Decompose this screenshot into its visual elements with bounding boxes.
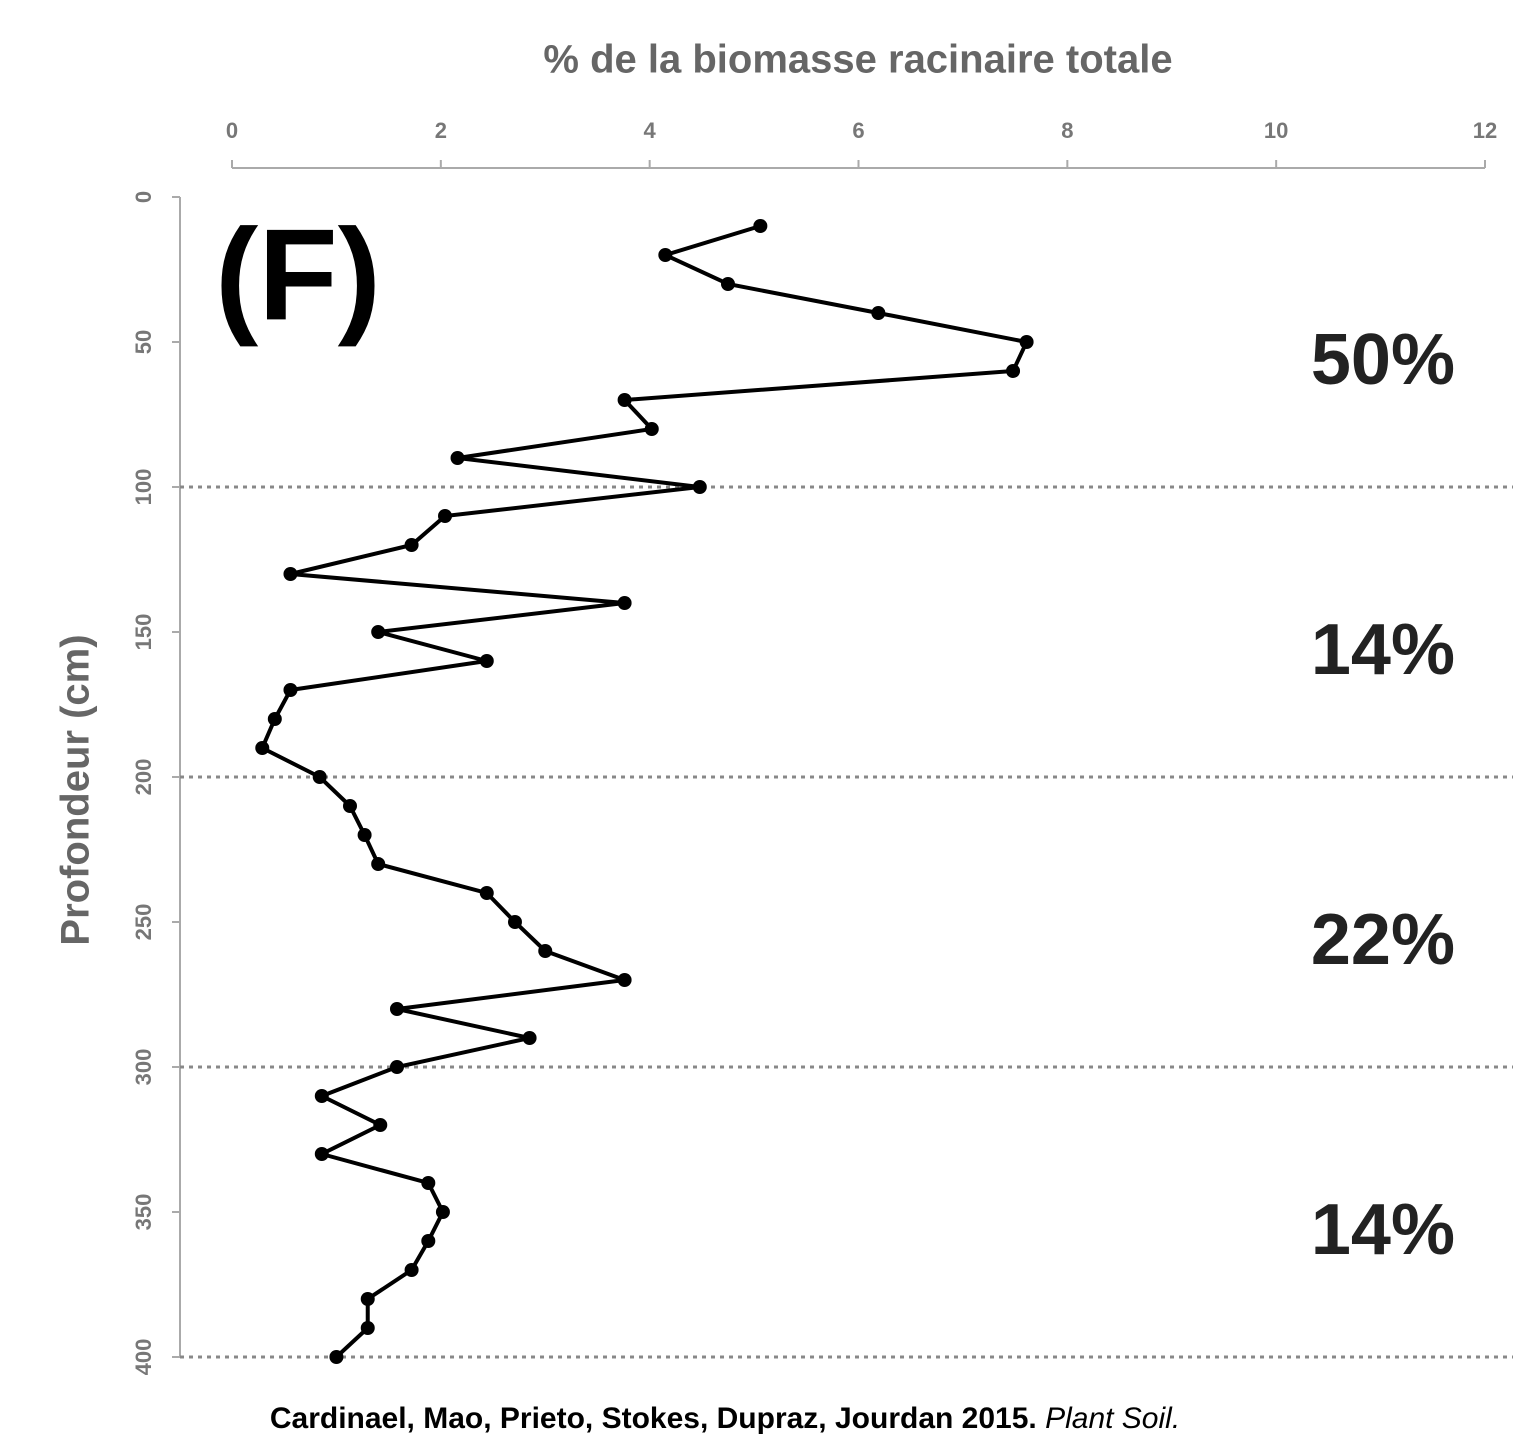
data-point (360, 1321, 375, 1335)
x-tick-label: 10 (1264, 118, 1288, 143)
data-point (283, 567, 298, 581)
data-point (435, 1205, 450, 1219)
data-point (450, 451, 465, 465)
data-point (479, 654, 494, 668)
data-point (538, 944, 553, 958)
data-point (314, 1147, 329, 1161)
data-point (371, 857, 386, 871)
data-point (658, 248, 673, 262)
citation-authors: Cardinael, Mao, Prieto, Stokes, Dupraz, … (270, 1402, 1037, 1435)
data-point (644, 422, 659, 436)
region-label: 14% (1311, 1190, 1455, 1270)
data-point (371, 625, 386, 639)
x-tick-label: 8 (1061, 118, 1073, 143)
panel-label: (F) (215, 201, 381, 347)
y-tick-label: 250 (131, 904, 156, 941)
y-tick-label: 50 (131, 330, 156, 354)
y-tick-label: 150 (131, 614, 156, 651)
x-tick-label: 4 (644, 118, 657, 143)
y-tick-label: 400 (131, 1339, 156, 1376)
data-point (479, 886, 494, 900)
data-point (329, 1350, 344, 1364)
x-axis-title: % de la biomasse racinaire totale (543, 38, 1172, 82)
data-line (259, 224, 1030, 1359)
data-point (314, 1089, 329, 1103)
data-point (421, 1176, 436, 1190)
y-tick-label: 350 (131, 1194, 156, 1231)
data-point (1006, 364, 1021, 378)
y-tick-label: 0 (131, 191, 156, 203)
data-point (267, 712, 282, 726)
data-point (283, 683, 298, 697)
data-point (438, 509, 453, 523)
x-tick-label: 2 (435, 118, 447, 143)
data-point (617, 973, 632, 987)
data-point (404, 538, 419, 552)
x-tick-label: 6 (852, 118, 864, 143)
y-axis-title: Profondeur (cm) (54, 634, 98, 945)
citation-journal: Plant Soil. (1045, 1402, 1180, 1435)
data-point (357, 828, 372, 842)
data-point (692, 480, 707, 494)
data-point (522, 1031, 537, 1045)
data-point (389, 1002, 404, 1016)
x-tick-label: 12 (1473, 118, 1497, 143)
data-point (507, 915, 522, 929)
data-point (342, 799, 357, 813)
data-point (1019, 335, 1034, 349)
x-tick-label: 0 (226, 118, 238, 143)
y-tick-label: 300 (131, 1049, 156, 1086)
data-point (421, 1234, 436, 1248)
region-label: 22% (1311, 900, 1455, 980)
data-point (373, 1118, 388, 1132)
y-tick-label: 200 (131, 759, 156, 796)
data-point (312, 770, 327, 784)
region-label: 50% (1311, 320, 1455, 400)
data-point (404, 1263, 419, 1277)
data-point (617, 393, 632, 407)
y-tick-label: 100 (131, 469, 156, 506)
data-point (871, 306, 886, 320)
citation: Cardinael, Mao, Prieto, Stokes, Dupraz, … (270, 1402, 1180, 1435)
data-point (720, 277, 735, 291)
data-point (255, 741, 270, 755)
data-point (753, 219, 768, 233)
region-label: 14% (1311, 610, 1455, 690)
data-point (360, 1292, 375, 1306)
data-point (617, 596, 632, 610)
data-point (389, 1060, 404, 1074)
